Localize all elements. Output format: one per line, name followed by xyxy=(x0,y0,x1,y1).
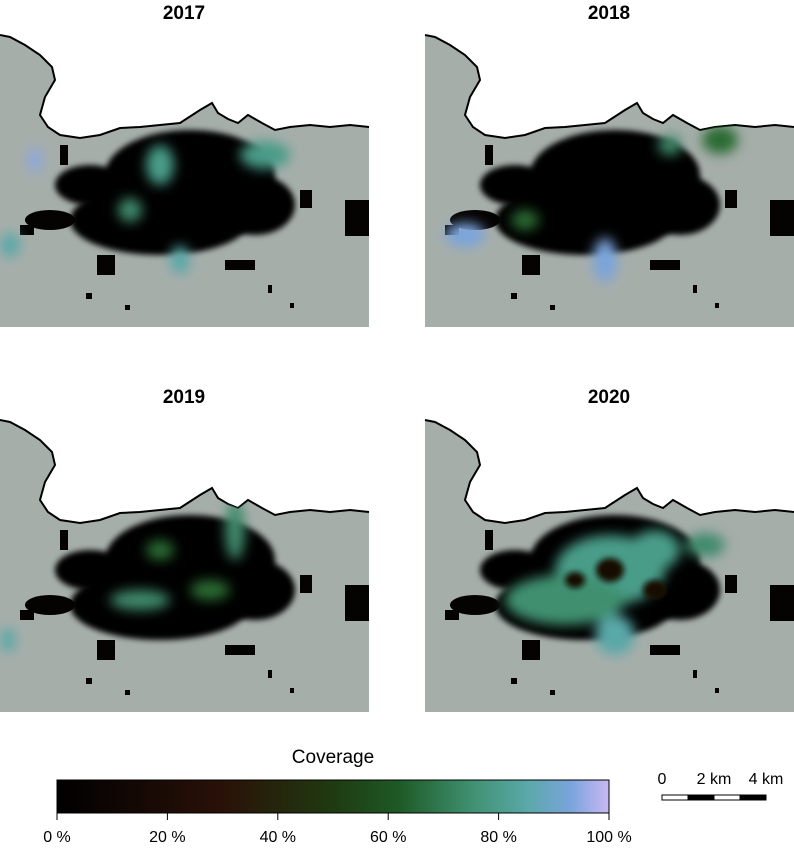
colorbar-tick-label: 40 % xyxy=(260,829,296,846)
map-panel xyxy=(0,35,369,327)
panel-title: 2017 xyxy=(163,3,205,24)
colorbar-tick-label: 60 % xyxy=(370,829,406,846)
legend-title: Coverage xyxy=(292,747,374,768)
colorbar-tick-label: 0 % xyxy=(43,829,71,846)
colorbar-tick-label: 20 % xyxy=(149,829,185,846)
scale-label: 0 xyxy=(658,771,667,788)
colorbar xyxy=(56,779,610,814)
scale-bar xyxy=(661,794,767,801)
colorbar-tick-label: 100 % xyxy=(586,829,631,846)
scale-label: 4 km xyxy=(749,771,784,788)
panel-title: 2018 xyxy=(588,3,630,24)
map-panel xyxy=(425,35,794,327)
map-panel xyxy=(425,420,794,712)
colorbar-ticks: 0 % 20 % 40 % 60 % 80 % 100 % xyxy=(43,813,632,846)
map-panel xyxy=(0,420,369,712)
scale-label: 2 km xyxy=(697,771,732,788)
panel-title: 2019 xyxy=(163,387,205,408)
colorbar-tick-label: 80 % xyxy=(480,829,516,846)
panel-title: 2020 xyxy=(588,387,630,408)
